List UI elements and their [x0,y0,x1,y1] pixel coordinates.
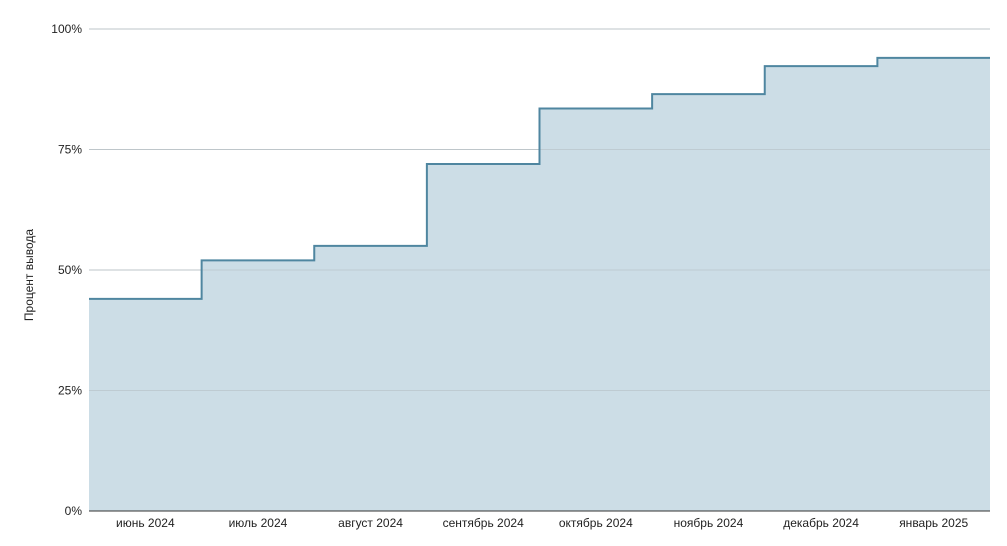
y-tick-label: 75% [58,143,82,157]
x-tick-label: ноябрь 2024 [674,516,744,530]
x-tick-label: сентябрь 2024 [443,516,524,530]
x-tick-label: октябрь 2024 [559,516,633,530]
x-tick-label: август 2024 [338,516,403,530]
y-tick-label: 50% [58,263,82,277]
y-axis-ticks: 0% 25% 50% 75% 100% [51,22,82,518]
area-fill [89,57,990,512]
x-tick-label: июль 2024 [229,516,288,530]
x-tick-label: январь 2025 [899,516,968,530]
y-axis-title: Процент вывода [22,229,36,321]
x-tick-label: декабрь 2024 [783,516,859,530]
plot-area [89,28,990,512]
series-step-line [89,56,990,300]
y-tick-label: 25% [58,384,82,398]
y-tick-label: 0% [65,504,83,518]
x-axis-ticks: июнь 2024 июль 2024 август 2024 сентябрь 20… [116,516,969,530]
y-tick-label: 100% [51,22,82,36]
x-tick-label: июнь 2024 [116,516,175,530]
